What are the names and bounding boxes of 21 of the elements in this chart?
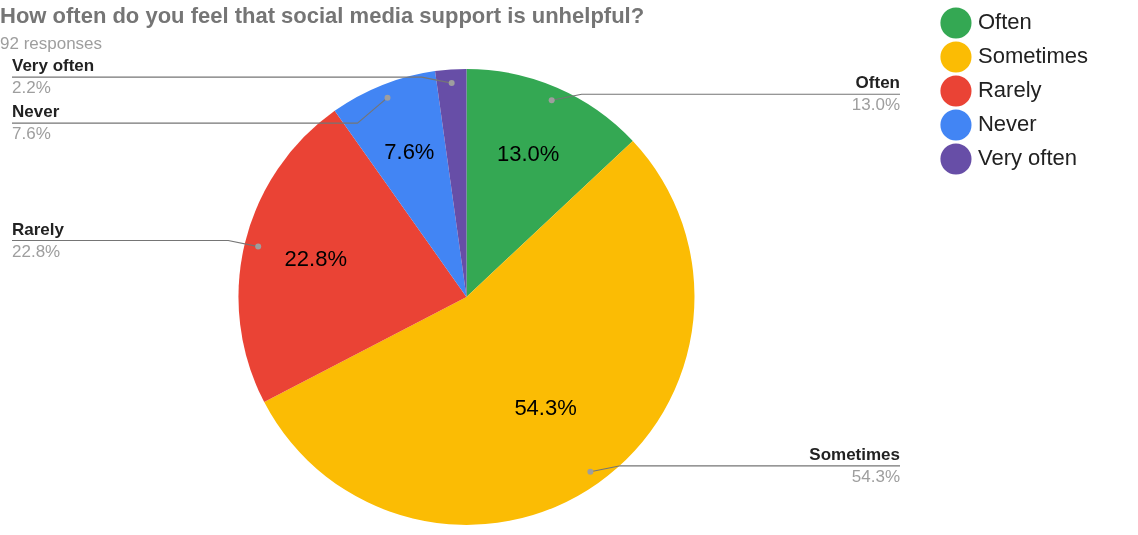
- legend-label: Sometimes: [977, 43, 1089, 69]
- legend-label: Often: [977, 9, 1032, 35]
- slice-label: Very often: [12, 56, 95, 76]
- text: 22.8%: [12, 241, 61, 261]
- legend-label: Never: [977, 111, 1037, 137]
- legend-label: Very often: [977, 145, 1078, 171]
- data-label: 22.8%: [284, 246, 347, 272]
- slice-label: Sometimes: [809, 444, 900, 464]
- data-label: 13.0%: [496, 140, 560, 166]
- data-label: 2.2%: [12, 78, 51, 98]
- chart-title: How often do you feel that social media support is unhelpful?: [0, 3, 645, 29]
- slice-label: Rarely: [12, 219, 65, 239]
- slice-label: Never: [12, 102, 60, 122]
- text: 13.0%: [851, 95, 900, 115]
- data-label: 7.6%: [384, 138, 435, 164]
- text: 54.3%: [851, 466, 900, 486]
- data-label: 54.3%: [514, 394, 577, 420]
- slice-label: Often: [855, 73, 900, 93]
- text: 92 responses: [0, 34, 103, 54]
- legend-label: Rarely: [977, 77, 1042, 103]
- text: 7.6%: [12, 124, 51, 144]
